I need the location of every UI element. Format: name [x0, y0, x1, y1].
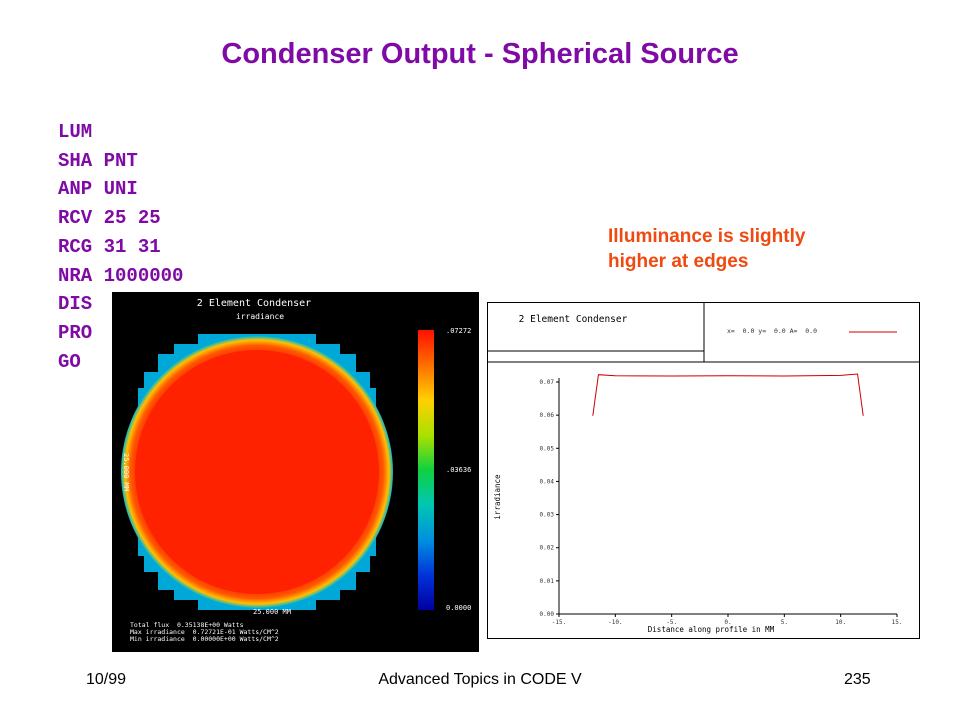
y-tick-label: 0.02 — [540, 545, 555, 552]
map-subtitle: irradiance — [236, 312, 284, 321]
x-axis-label: Distance along profile in MM — [648, 625, 775, 634]
irradiance-profile-line — [592, 373, 864, 416]
y-tick-label: 0.00 — [540, 611, 555, 618]
command-line: RCV 25 25 — [58, 207, 161, 230]
command-line: NRA 1000000 — [58, 264, 184, 287]
y-axis-label: irradiance — [493, 474, 502, 520]
command-line: ANP UNI — [58, 178, 138, 201]
command-list: LUM SHA PNT ANP UNI RCV 25 25 RCG 31 31 … — [58, 118, 183, 376]
y-tick-label: 0.03 — [540, 512, 555, 519]
profile-plot: 2 Element Condenser x= 0.0 y= 0.0 A= 0.0… — [487, 302, 920, 639]
note-line: higher at edges — [608, 251, 749, 272]
x-tick-label: -10. — [608, 619, 622, 626]
scale-min-label: 0.0000 — [446, 604, 471, 612]
footer-page-number: 235 — [844, 671, 871, 688]
note-line: Illuminance is slightly — [608, 226, 806, 247]
command-line: DIS — [58, 293, 93, 316]
x-tick-label: 5. — [781, 619, 788, 626]
y-tick-label: 0.05 — [540, 445, 555, 452]
max-irradiance-text: Max irradiance 0.72721E-01 Watts/CM^2 — [130, 628, 279, 636]
x-tick-label: -15. — [552, 619, 566, 626]
command-line: RCG 31 31 — [58, 235, 161, 258]
irradiance-map: 2 Element Condenser irradiance 25.000 MM… — [121, 298, 471, 643]
map-title: 2 Element Condenser — [197, 298, 311, 309]
map-y-dimension: 25.000 MM — [122, 453, 130, 491]
plot-series — [592, 373, 864, 416]
plot-axes: -15. -10. -5. 0. 5. 10. 15. 0.00 0.01 0.02 0.03 0.0… — [540, 378, 903, 626]
y-tick-label: 0.07 — [540, 379, 555, 386]
y-tick-label: 0.04 — [540, 478, 555, 485]
plot-title: 2 Element Condenser — [519, 314, 628, 325]
command-line: GO — [58, 350, 81, 373]
footer-date: 10/99 — [86, 671, 127, 688]
slide-title: Condenser Output - Spherical Source — [221, 38, 739, 70]
map-x-dimension: 25.000 MM — [253, 608, 291, 616]
x-tick-label: 15. — [892, 619, 903, 626]
min-irradiance-text: Min irradiance 0.00000E+00 Watts/CM^2 — [130, 635, 279, 643]
plot-legend: x= 0.0 y= 0.0 A= 0.0 — [727, 327, 817, 335]
scale-mid-label: .03636 — [446, 466, 471, 474]
command-line: SHA PNT — [58, 149, 138, 172]
color-scale-bar — [418, 330, 434, 610]
profile-plot-panel: 2 Element Condenser x= 0.0 y= 0.0 A= 0.0… — [487, 302, 920, 639]
footer-course: Advanced Topics in CODE V — [378, 671, 582, 688]
x-tick-label: 0. — [724, 619, 731, 626]
scale-max-label: .07272 — [446, 327, 471, 335]
x-tick-label: 10. — [835, 619, 846, 626]
command-line: PRO — [58, 321, 93, 344]
command-line: LUM — [58, 121, 93, 143]
total-flux-text: Total flux 0.35138E+00 Watts — [130, 621, 244, 629]
y-tick-label: 0.06 — [540, 412, 555, 419]
annotation-note: Illuminance is slightly higher at edges — [608, 224, 805, 274]
irradiance-map-panel: 2 Element Condenser irradiance 25.000 MM… — [112, 292, 479, 652]
y-tick-label: 0.01 — [540, 578, 555, 585]
x-tick-label: -5. — [666, 619, 677, 626]
irradiance-disc-core — [135, 350, 379, 594]
